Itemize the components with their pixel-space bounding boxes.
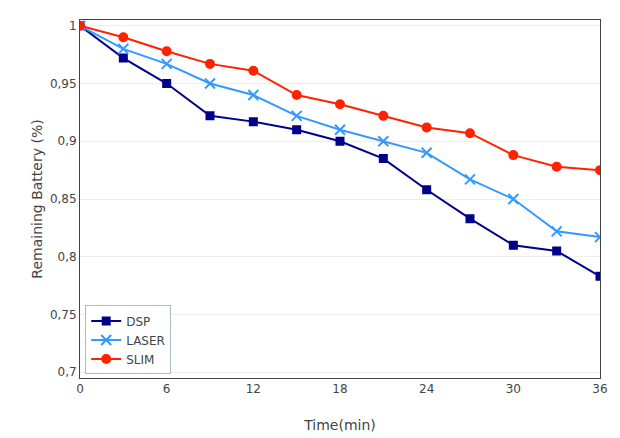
svg-text:Remaining Battery (%): Remaining Battery (%) (29, 119, 45, 278)
svg-text:12: 12 (246, 382, 261, 396)
svg-text:0,8: 0,8 (58, 250, 77, 264)
svg-text:0,95: 0,95 (50, 77, 77, 91)
svg-text:1: 1 (69, 19, 77, 33)
svg-text:30: 30 (506, 382, 521, 396)
svg-text:0,75: 0,75 (50, 308, 77, 322)
svg-text:6: 6 (163, 382, 171, 396)
svg-text:LASER: LASER (126, 334, 165, 348)
svg-text:0: 0 (76, 382, 84, 396)
svg-text:SLIM: SLIM (126, 353, 154, 367)
svg-text:18: 18 (332, 382, 347, 396)
svg-text:24: 24 (419, 382, 434, 396)
svg-text:36: 36 (592, 382, 607, 396)
svg-text:0,85: 0,85 (50, 192, 77, 206)
svg-text:Time(min): Time(min) (303, 417, 376, 433)
svg-text:DSP: DSP (126, 315, 150, 329)
svg-text:0,7: 0,7 (58, 365, 77, 379)
svg-text:0,9: 0,9 (58, 134, 77, 148)
